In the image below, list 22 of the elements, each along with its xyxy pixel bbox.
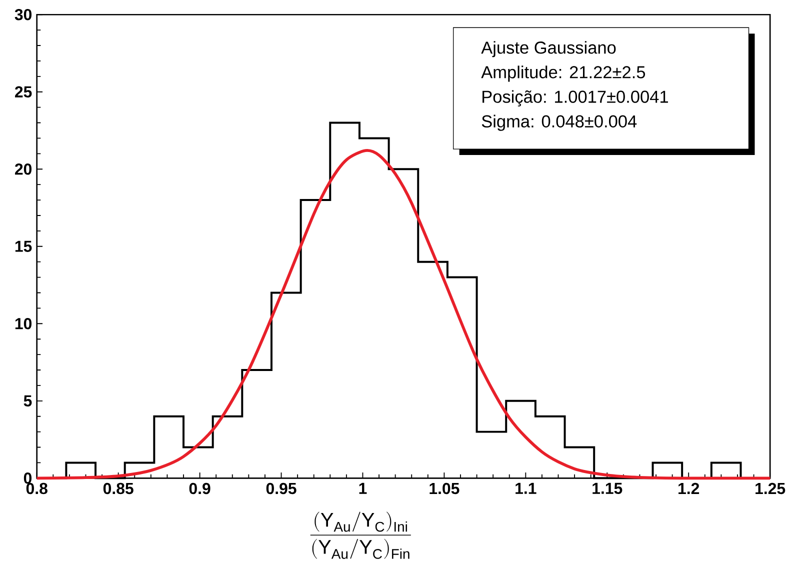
- y-tick-label: 10: [15, 318, 32, 330]
- y-tick-label: 0: [24, 472, 32, 484]
- x-tick-label: 1.05: [430, 482, 460, 494]
- y-tick-label: 25: [15, 86, 32, 98]
- x-tick-label: 0.9: [189, 482, 210, 494]
- y-tick-label: 20: [15, 163, 32, 175]
- x-axis-title: $\frac{(\mathrm{Y}_{\mathrm{Au}}/\mathrm{Y}_{\mathrm{C}})_{\mathrm{Ini}}}{(\mathrm{Y}_{\mathrm{Au}}/\mathrm{Y}_{\mathrm{C}})_{\mathrm{Fin}}}$: [310, 512, 411, 559]
- x-tick-label: 0.95: [266, 482, 296, 494]
- y-tick-label: 5: [24, 395, 32, 406]
- annotation: Ajuste Gaussiano: [481, 40, 616, 58]
- x-tick-label: 1.2: [678, 482, 700, 494]
- annotation: Posição: 1.0017±0.0041: [482, 90, 668, 106]
- y-tick-label: 15: [15, 240, 32, 252]
- x-tick-label: 0.8: [26, 482, 48, 494]
- annotation: Amplitude: 21.22±2.5: [481, 66, 646, 82]
- x-tick-label: 1.1: [516, 482, 536, 494]
- x-tick-label: 1: [359, 482, 367, 494]
- x-tick-label: 1.25: [756, 482, 786, 494]
- annotation: Sigma: 0.048±0.004: [482, 114, 637, 131]
- x-tick-label: 1.15: [592, 482, 622, 494]
- x-tick-label: 0.85: [103, 482, 134, 494]
- y-tick-label: 30: [14, 8, 32, 20]
